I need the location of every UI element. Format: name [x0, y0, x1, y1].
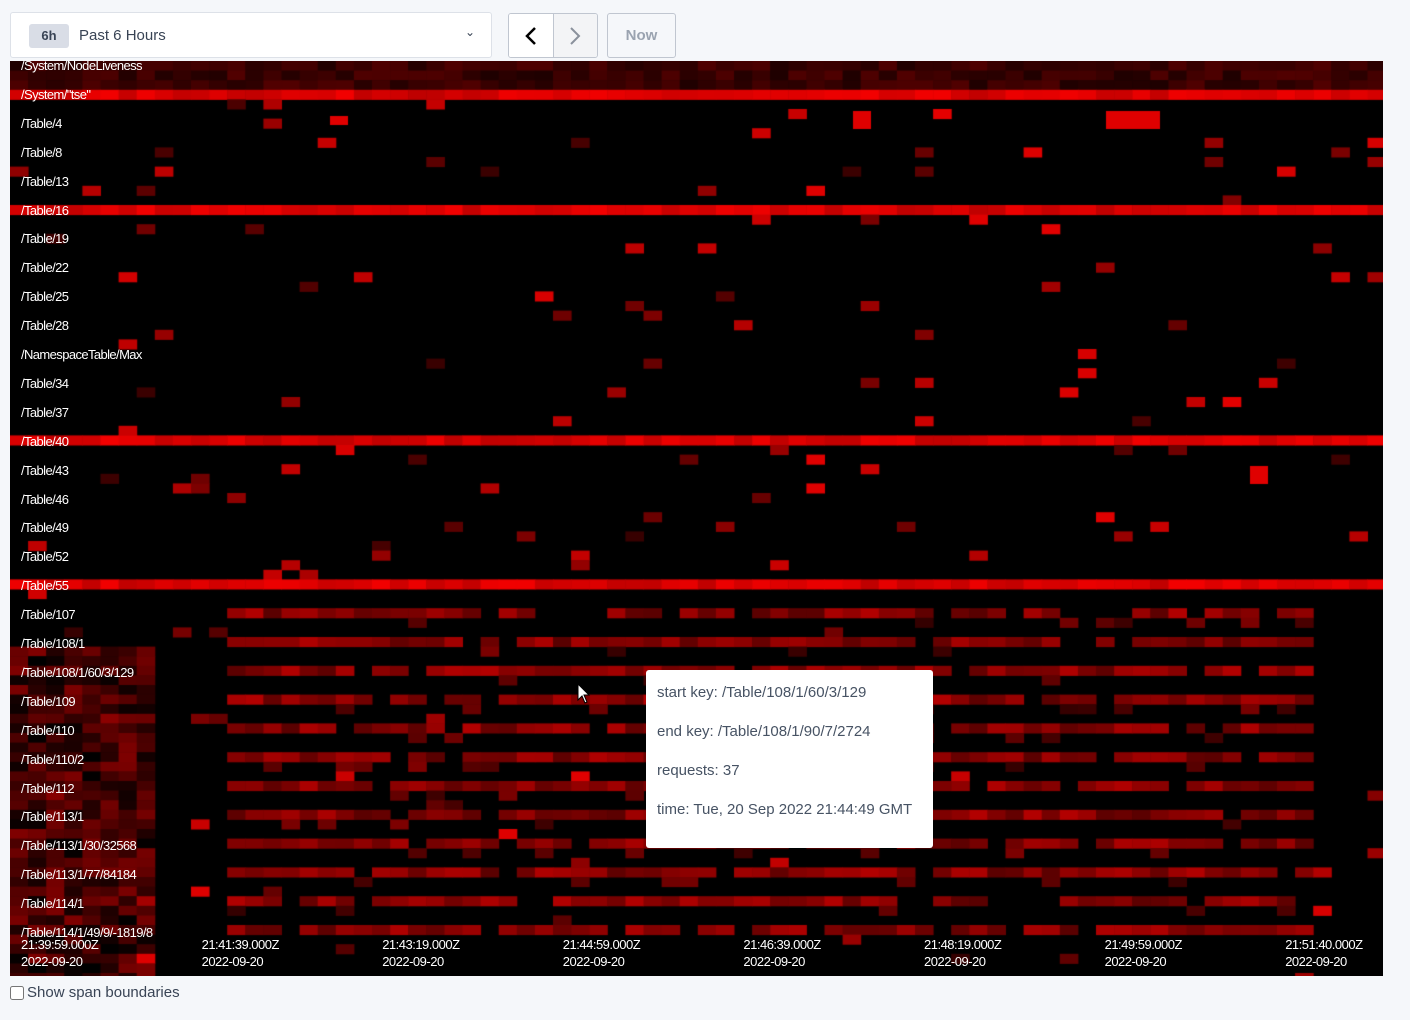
key-label: /Table/43: [21, 462, 69, 478]
time-label-date: 2022-09-20: [1285, 954, 1347, 969]
tooltip-requests: requests: 37: [657, 762, 740, 779]
tooltip-end-key: end key: /Table/108/1/90/7/2724: [657, 723, 871, 740]
key-label: /Table/13: [21, 173, 69, 189]
key-label: /Table/114/1/49/9/-1819/8: [21, 925, 153, 940]
key-label: /Table/8: [21, 144, 62, 160]
key-label: /Table/113/1/77/84184: [21, 867, 137, 883]
time-axis-label: 21:51:40.000Z 2022-09-20: [1285, 936, 1363, 970]
key-label: /Table/16: [21, 202, 69, 218]
tooltip-time: time: Tue, 20 Sep 2022 21:44:49 GMT: [657, 801, 913, 818]
key-label: /Table/46: [21, 491, 69, 507]
time-label-time: 21:41:39.000Z: [201, 937, 280, 952]
key-label: /Table/34: [21, 375, 69, 391]
key-label: /Table/112: [21, 780, 75, 796]
time-label-date: 2022-09-20: [924, 954, 986, 969]
time-label-time: 21:43:19.000Z: [382, 937, 460, 952]
key-label: /Table/113/1/30/32568: [21, 838, 137, 854]
key-label: /Table/52: [21, 549, 69, 565]
key-label: /Table/113/1: [21, 809, 84, 825]
show-span-boundaries-toggle[interactable]: Show span boundaries: [10, 984, 180, 1001]
key-label: /System/"tse": [21, 86, 91, 102]
time-label-time: 21:51:40.000Z: [1285, 937, 1363, 952]
key-label: /NamespaceTable/Max: [21, 347, 142, 362]
key-label: /Table/107: [21, 607, 76, 623]
key-label: /Table/22: [21, 260, 69, 276]
time-axis-label: 21:49:59.000Z 2022-09-20: [1104, 936, 1183, 970]
key-label: /Table/19: [21, 231, 69, 247]
time-axis-label: 21:43:19.000Z 2022-09-20: [382, 936, 460, 970]
time-label-date: 2022-09-20: [1104, 954, 1167, 969]
previous-button[interactable]: [509, 14, 553, 57]
time-nav-group: [508, 13, 598, 58]
key-label: /Table/40: [21, 433, 69, 449]
key-label: /Table/108/1/60/3/129: [21, 664, 134, 680]
time-axis-label: 21:39:59.000Z 2022-09-20: [21, 936, 99, 970]
tooltip-start-key: start key: /Table/108/1/60/3/129: [657, 684, 867, 701]
key-label: /Table/28: [21, 318, 69, 334]
time-label-date: 2022-09-20: [201, 954, 264, 969]
range-label: Past 6 Hours: [79, 27, 166, 44]
key-label: /Table/49: [21, 520, 69, 536]
time-axis-label: 21:48:19.000Z 2022-09-20: [924, 936, 1002, 970]
time-label-date: 2022-09-20: [21, 954, 83, 969]
time-label-date: 2022-09-20: [562, 954, 625, 969]
span-boundaries-label: Show span boundaries: [27, 984, 180, 1001]
time-axis-label: 21:41:39.000Z 2022-09-20: [201, 936, 280, 970]
time-label-time: 21:48:19.000Z: [924, 937, 1002, 952]
span-boundaries-checkbox[interactable]: [10, 985, 24, 1000]
time-axis-label: 21:46:39.000Z 2022-09-20: [743, 936, 821, 970]
range-badge: 6h: [29, 24, 69, 48]
key-label: /Table/25: [21, 289, 69, 305]
key-label: /Table/4: [21, 115, 62, 131]
chevron-right-icon: [570, 26, 581, 45]
next-button[interactable]: [552, 14, 597, 57]
key-label: /Table/55: [21, 578, 69, 594]
time-axis-label: 21:44:59.000Z 2022-09-20: [562, 936, 641, 970]
time-label-time: 21:49:59.000Z: [1104, 937, 1183, 952]
key-label: /Table/37: [21, 404, 69, 420]
time-label-date: 2022-09-20: [743, 954, 805, 969]
chevron-left-icon: [524, 26, 536, 45]
time-label-time: 21:44:59.000Z: [562, 937, 641, 952]
chevron-down-icon: ⌄: [464, 25, 475, 39]
time-label-time: 21:39:59.000Z: [21, 937, 99, 952]
key-label: /System/NodeLiveness: [21, 61, 143, 73]
sample-tooltip: start key: /Table/108/1/60/3/129 end key…: [646, 670, 933, 848]
key-label: /Table/109: [21, 693, 76, 709]
time-label-time: 21:46:39.000Z: [743, 937, 821, 952]
time-label-date: 2022-09-20: [382, 954, 444, 969]
now-button[interactable]: Now: [607, 13, 676, 58]
mouse-cursor-icon: [577, 683, 591, 704]
key-label: /Table/108/1: [21, 636, 85, 651]
time-range-select[interactable]: 6h Past 6 Hours ⌄: [10, 12, 492, 58]
key-label: /Table/110: [21, 722, 75, 738]
key-label: /Table/114/1: [21, 896, 84, 912]
key-label: /Table/110/2: [21, 751, 84, 767]
